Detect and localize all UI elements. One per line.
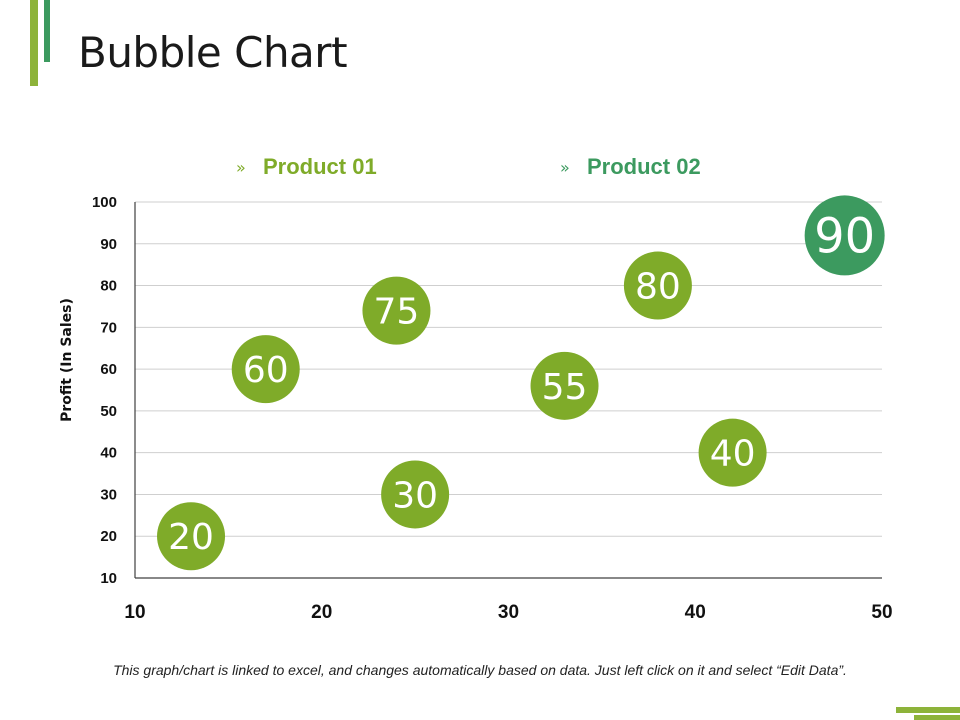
- bubble-label: 80: [635, 267, 681, 308]
- bubble-label: 55: [542, 367, 588, 408]
- bubble-label: 30: [392, 475, 438, 516]
- accent-bar-left-thin: [44, 0, 50, 62]
- legend-label: Product 02: [587, 154, 701, 179]
- y-axis-label: Profit (In Sales): [59, 298, 75, 422]
- bubble[interactable]: [698, 418, 767, 487]
- bubble-label: 75: [374, 292, 420, 333]
- x-tick-label: 30: [498, 602, 519, 623]
- y-tick-label: 60: [100, 361, 117, 378]
- bubble-label: 60: [243, 350, 289, 391]
- bubble[interactable]: [623, 251, 692, 320]
- y-tick-label: 10: [100, 570, 117, 587]
- page-title: Bubble Chart: [78, 28, 348, 77]
- y-tick-label: 40: [100, 445, 117, 462]
- y-tick-label: 50: [100, 403, 117, 420]
- y-tick-label: 90: [100, 236, 117, 253]
- bubble-label: 40: [710, 434, 756, 475]
- x-tick-label: 20: [311, 602, 332, 623]
- bubble-label: 90: [814, 208, 875, 264]
- legend-marker-icon: »: [560, 158, 570, 177]
- bubble[interactable]: [381, 460, 450, 529]
- y-tick-label: 30: [100, 486, 117, 503]
- bubble-label: 20: [168, 517, 214, 558]
- bubble[interactable]: [362, 276, 431, 345]
- bubble[interactable]: [157, 502, 226, 571]
- y-tick-label: 70: [100, 319, 117, 336]
- y-tick-label: 80: [100, 278, 117, 295]
- accent-bar-bottom-thin: [914, 715, 960, 720]
- x-tick-label: 10: [124, 602, 145, 623]
- bubble[interactable]: [804, 195, 885, 276]
- accent-bar-bottom: [896, 707, 960, 713]
- y-tick-label: 100: [92, 194, 117, 211]
- legend-marker-icon: »: [236, 158, 246, 177]
- accent-bar-left: [30, 0, 38, 86]
- x-tick-label: 50: [871, 602, 892, 623]
- x-tick-label: 40: [685, 602, 706, 623]
- bubble[interactable]: [231, 335, 300, 404]
- bubble[interactable]: [530, 351, 599, 420]
- legend-label: Product 01: [263, 154, 377, 179]
- chart-footnote: This graph/chart is linked to excel, and…: [113, 662, 847, 678]
- y-tick-label: 20: [100, 528, 117, 545]
